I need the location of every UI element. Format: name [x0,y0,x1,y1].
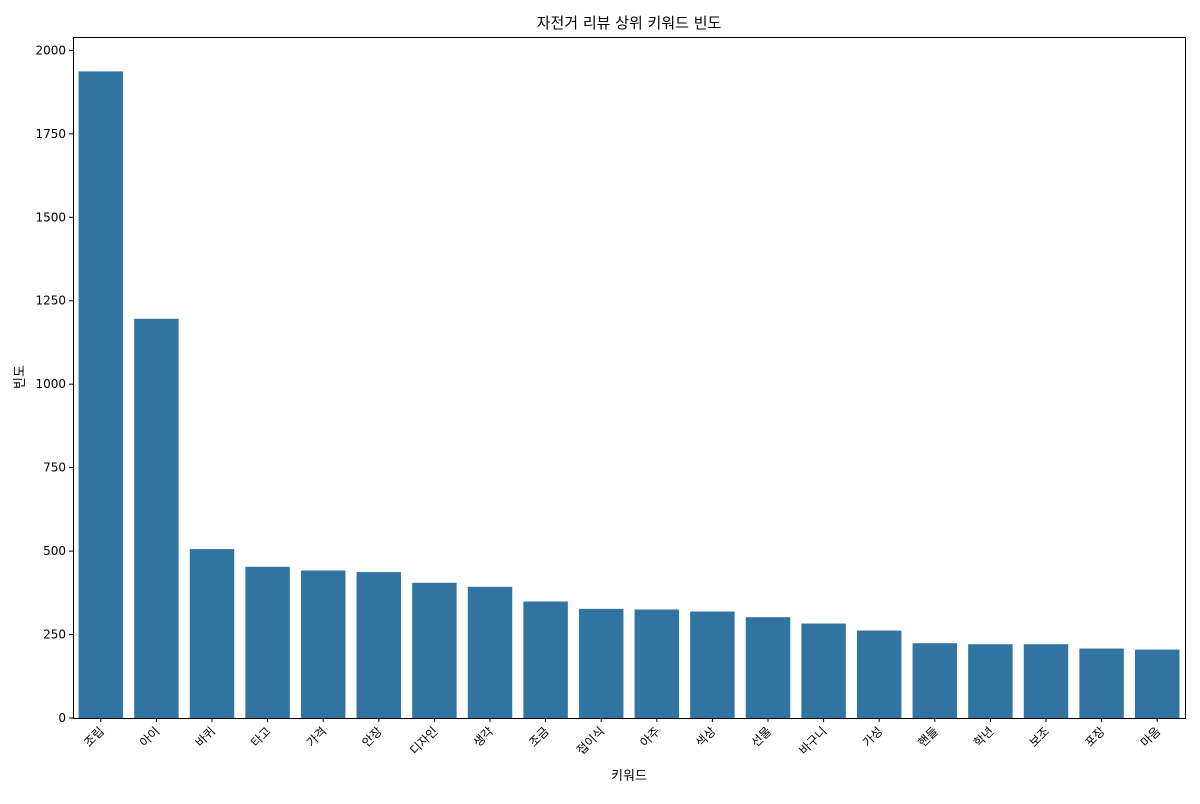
x-tick-label: 바퀴 [193,724,219,750]
x-tick-label: 바구니 [796,724,829,757]
x-tick-label: 디자인 [407,724,440,757]
bar-마음 [1134,649,1180,718]
bar-학년 [968,644,1013,718]
bar-가격 [300,570,346,718]
y-tick-label: 1000 [35,377,66,391]
x-tick-label: 타고 [248,724,274,750]
x-tick-label: 조립 [81,724,107,750]
chart-title: 자전거 리뷰 상위 키워드 빈도 [537,14,722,32]
x-axis-ticks: 조립 아이 바퀴 타고 가격 안장 디자인 생각 조금 접이식 아주 색상 선물 바구니 가성 핸들 학년 보조 포… [81,718,1163,758]
bar-조금 [523,601,568,718]
bar-바퀴 [189,549,235,718]
bar-가성 [856,630,902,718]
bar-안장 [356,572,402,718]
bar-디자인 [412,582,457,718]
x-tick-label: 아이 [137,724,163,750]
x-tick-label: 보조 [1027,724,1053,750]
x-tick-label: 포장 [1082,724,1108,750]
y-tick-label: 0 [58,711,66,725]
x-tick-label: 마음 [1138,724,1164,750]
x-axis-label: 키워드 [611,769,647,784]
bar-핸들 [912,643,958,718]
y-tick-label: 1500 [35,210,66,224]
x-tick-label: 생각 [471,724,497,750]
x-tick-label: 안장 [359,724,385,750]
bar-생각 [467,586,513,718]
y-tick-label: 250 [43,628,66,642]
x-tick-label: 조금 [526,724,552,750]
y-tick-label: 500 [43,544,66,558]
bar-조립 [78,71,124,718]
y-tick-label: 1250 [35,294,66,308]
x-tick-label: 핸들 [915,724,941,750]
x-tick-label: 가성 [860,724,886,750]
bar-색상 [690,611,735,718]
y-axis-label: 빈도 [13,365,28,389]
bar-선물 [745,617,791,718]
bar-접이식 [578,608,624,718]
bar-바구니 [801,623,846,718]
x-tick-label: 선물 [749,724,775,750]
plot-area-frame [73,37,1186,719]
y-tick-label: 750 [43,461,66,475]
x-tick-label: 색상 [693,724,719,750]
x-tick-label: 아주 [637,724,663,750]
y-tick-label: 1750 [35,127,66,141]
x-tick-label: 접이식 [574,724,607,757]
bar-아주 [634,609,680,718]
x-tick-label: 가격 [304,724,330,750]
y-axis-ticks: 0 250 500 750 1000 1250 1500 1750 2000 [35,43,73,725]
x-tick-label: 학년 [971,724,997,750]
bar-아이 [134,318,179,718]
bar-보조 [1023,644,1069,718]
bar-타고 [245,566,290,718]
bar-포장 [1079,648,1124,718]
bars-group [78,71,1180,718]
y-tick-label: 2000 [35,43,66,57]
